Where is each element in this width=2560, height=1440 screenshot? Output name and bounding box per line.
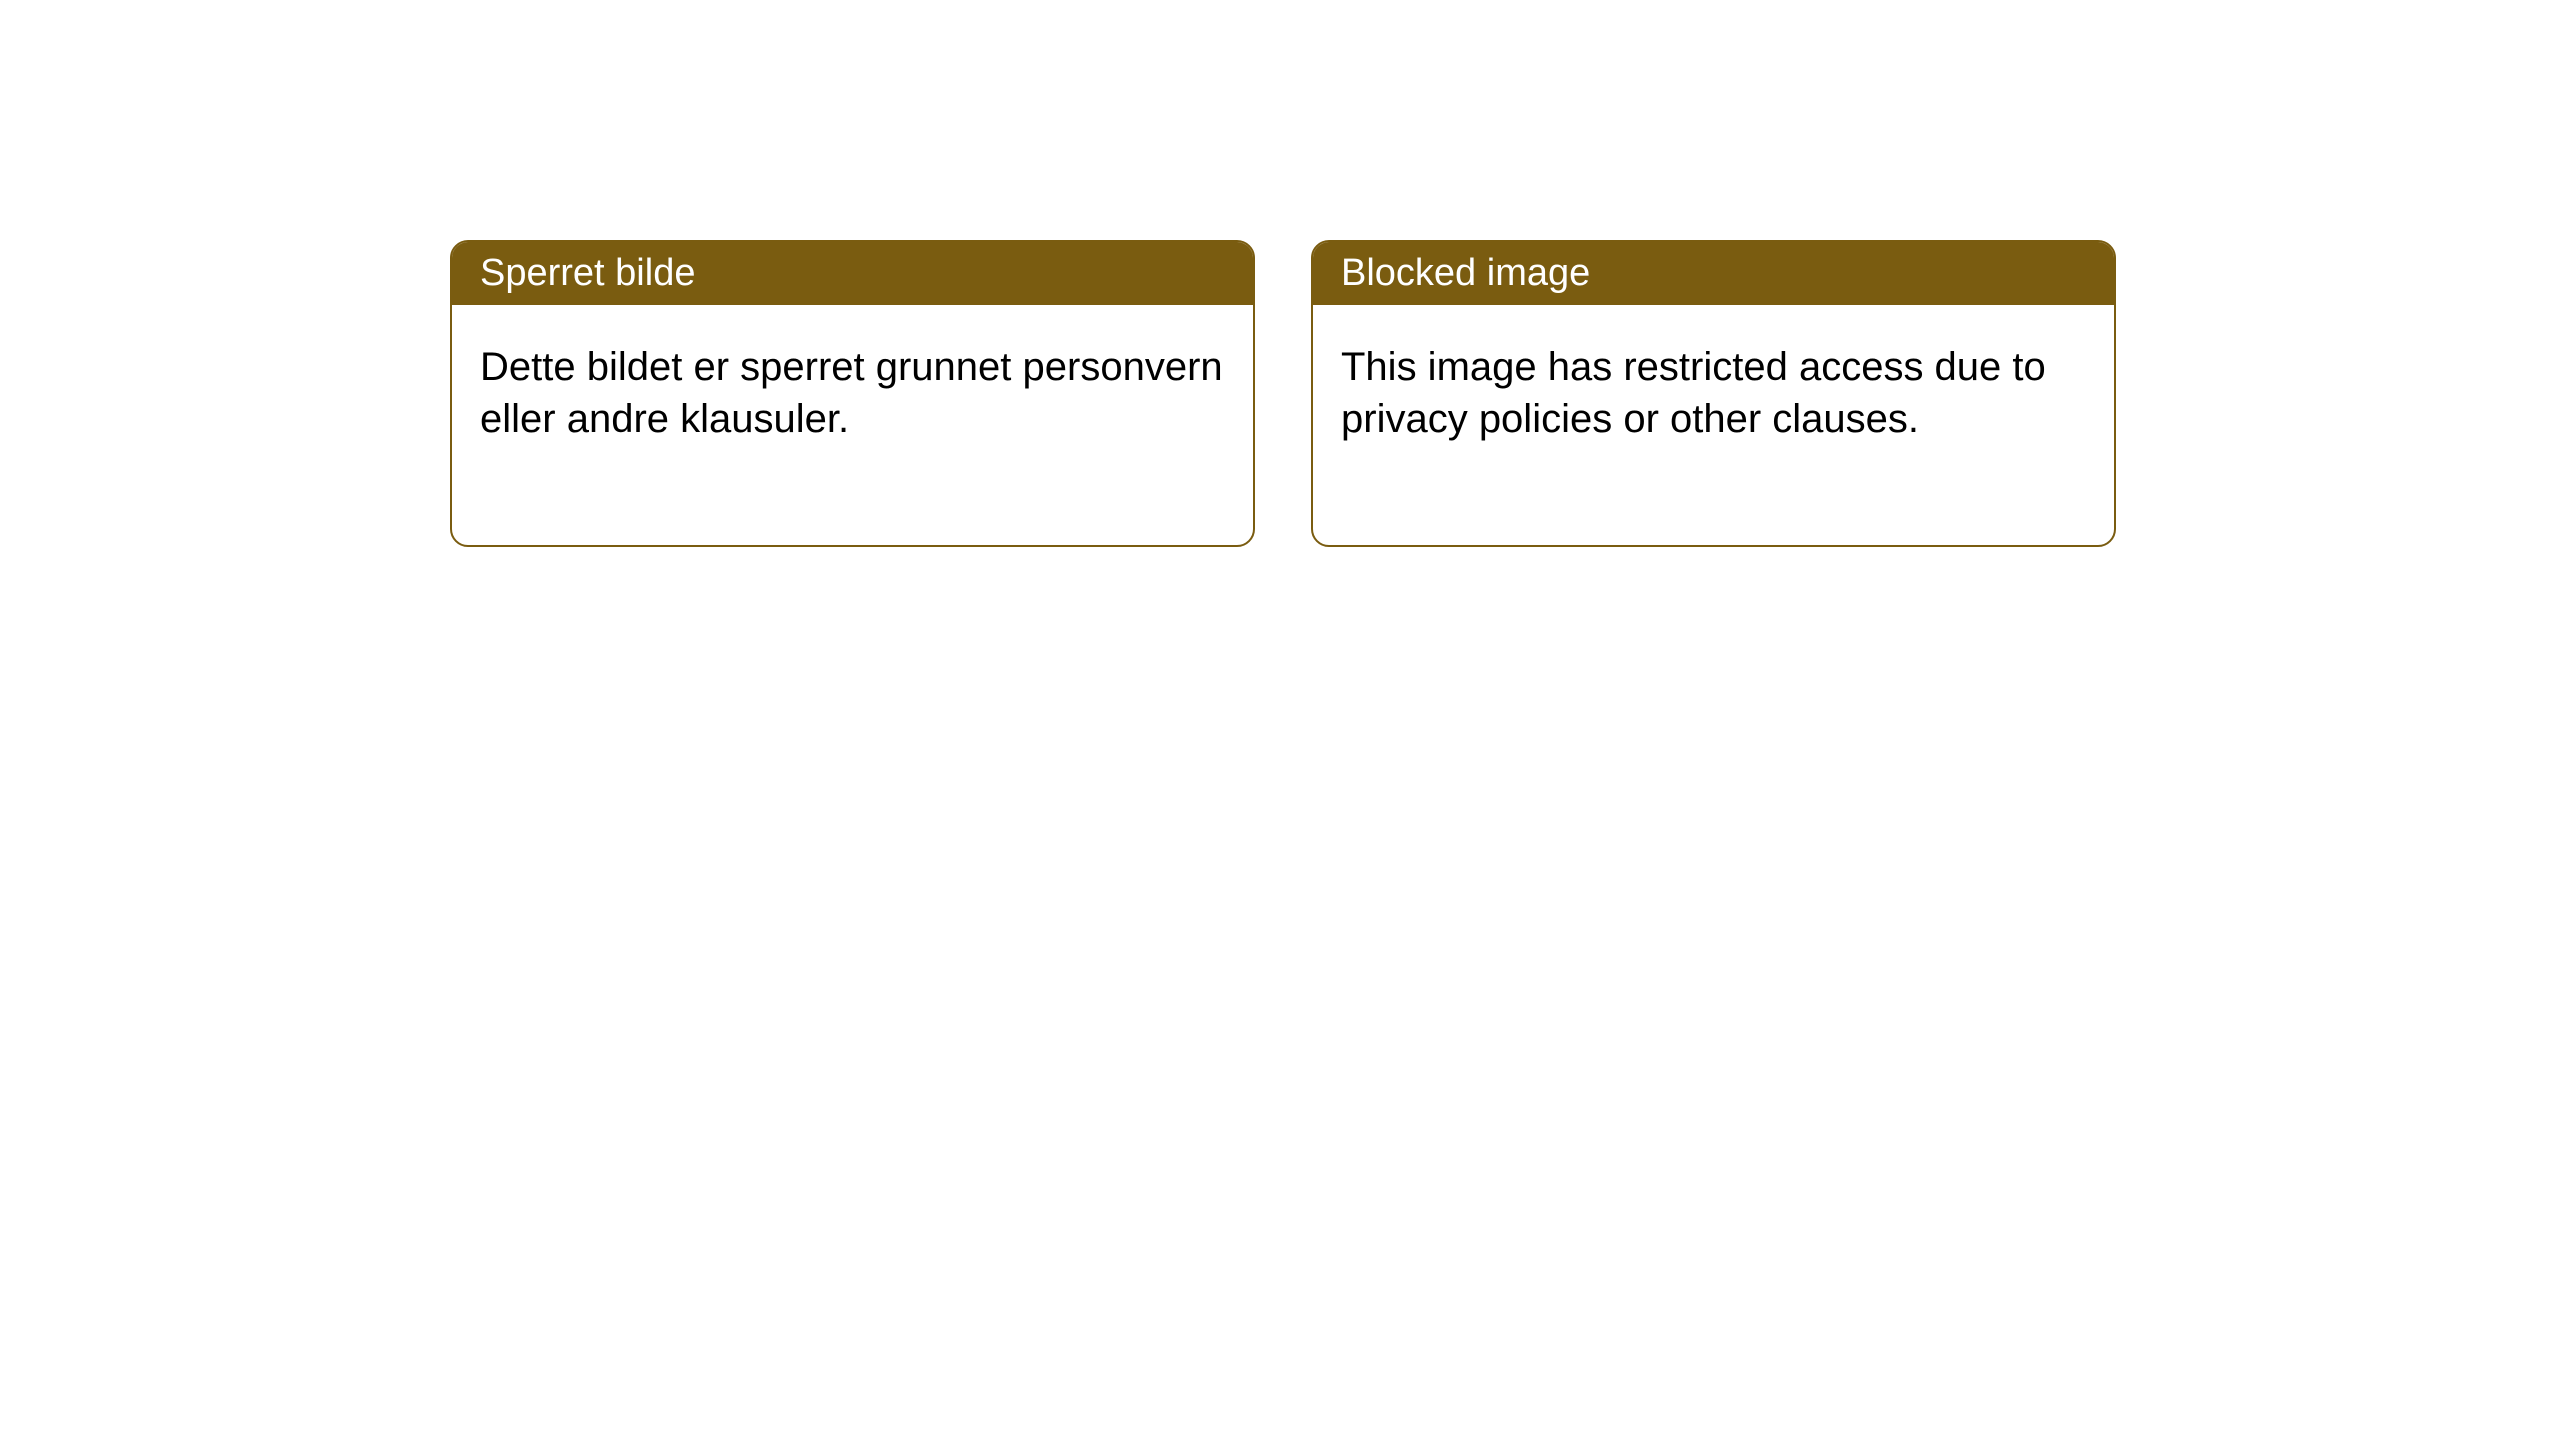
notice-header-english: Blocked image — [1313, 242, 2114, 305]
notice-header-norwegian: Sperret bilde — [452, 242, 1253, 305]
notice-body-norwegian: Dette bildet er sperret grunnet personve… — [452, 305, 1253, 545]
notice-card-norwegian: Sperret bilde Dette bildet er sperret gr… — [450, 240, 1255, 547]
notice-card-english: Blocked image This image has restricted … — [1311, 240, 2116, 547]
notice-body-english: This image has restricted access due to … — [1313, 305, 2114, 545]
notice-container: Sperret bilde Dette bildet er sperret gr… — [450, 240, 2116, 547]
